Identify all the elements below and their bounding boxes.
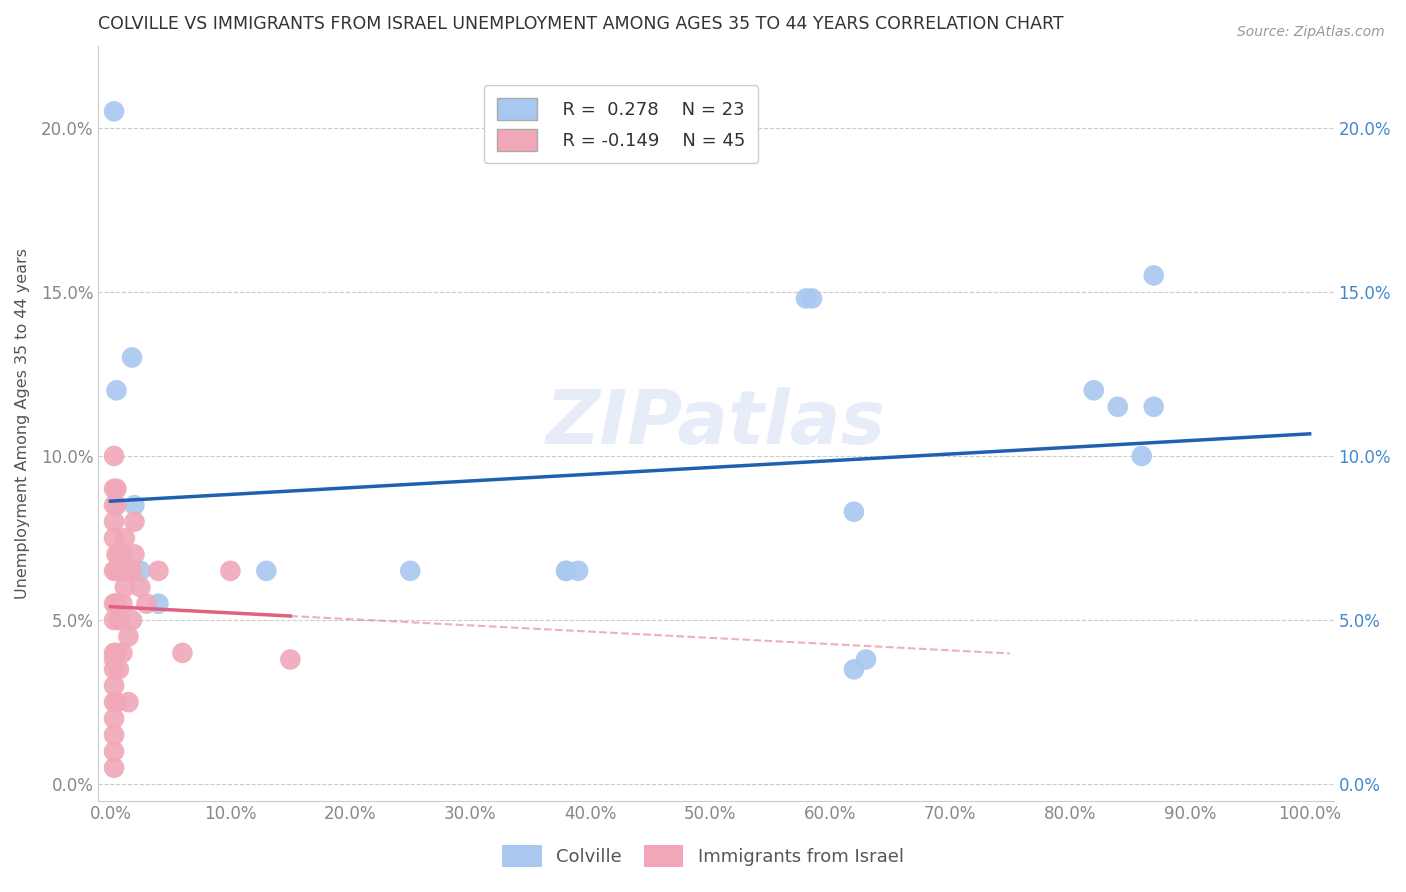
Point	[117, 564, 139, 578]
Point	[108, 613, 131, 627]
Point	[129, 580, 152, 594]
Point	[124, 515, 146, 529]
Point	[121, 351, 143, 365]
Point	[794, 292, 817, 306]
Point	[108, 548, 131, 562]
Point	[842, 662, 865, 676]
Point	[1130, 449, 1153, 463]
Point	[105, 646, 128, 660]
Point	[111, 564, 134, 578]
Point	[103, 498, 125, 512]
Point	[129, 564, 152, 578]
Point	[111, 646, 134, 660]
Point	[103, 613, 125, 627]
Point	[103, 515, 125, 529]
Point	[103, 662, 125, 676]
Point	[1083, 384, 1105, 398]
Point	[117, 695, 139, 709]
Point	[105, 564, 128, 578]
Point	[103, 646, 125, 660]
Point	[111, 597, 134, 611]
Point	[105, 597, 128, 611]
Point	[135, 597, 157, 611]
Point	[108, 662, 131, 676]
Point	[801, 292, 824, 306]
Legend: Colville, Immigrants from Israel: Colville, Immigrants from Israel	[495, 838, 911, 874]
Point	[399, 564, 422, 578]
Point	[842, 505, 865, 519]
Point	[103, 104, 125, 119]
Point	[103, 679, 125, 693]
Point	[567, 564, 589, 578]
Point	[103, 712, 125, 726]
Point	[103, 695, 125, 709]
Point	[280, 652, 302, 666]
Point	[1107, 400, 1129, 414]
Point	[254, 564, 277, 578]
Point	[105, 695, 128, 709]
Point	[114, 531, 136, 545]
Point	[103, 761, 125, 775]
Point	[105, 548, 128, 562]
Y-axis label: Unemployment Among Ages 35 to 44 years: Unemployment Among Ages 35 to 44 years	[15, 248, 30, 599]
Point	[114, 580, 136, 594]
Point	[121, 613, 143, 627]
Text: ZIPatlas: ZIPatlas	[546, 386, 886, 459]
Point	[105, 498, 128, 512]
Legend:   R =  0.278    N = 23,   R = -0.149    N = 45: R = 0.278 N = 23, R = -0.149 N = 45	[484, 85, 758, 163]
Point	[105, 597, 128, 611]
Point	[103, 652, 125, 666]
Point	[172, 646, 194, 660]
Point	[555, 564, 578, 578]
Point	[103, 449, 125, 463]
Point	[148, 597, 170, 611]
Point	[1143, 268, 1166, 283]
Point	[105, 384, 128, 398]
Point	[103, 531, 125, 545]
Point	[111, 548, 134, 562]
Point	[103, 744, 125, 758]
Point	[105, 482, 128, 496]
Point	[103, 597, 125, 611]
Point	[103, 482, 125, 496]
Point	[124, 548, 146, 562]
Point	[148, 564, 170, 578]
Point	[121, 564, 143, 578]
Point	[117, 630, 139, 644]
Point	[1143, 400, 1166, 414]
Point	[103, 728, 125, 742]
Point	[219, 564, 242, 578]
Text: COLVILLE VS IMMIGRANTS FROM ISRAEL UNEMPLOYMENT AMONG AGES 35 TO 44 YEARS CORREL: COLVILLE VS IMMIGRANTS FROM ISRAEL UNEMP…	[98, 15, 1064, 33]
Point	[103, 564, 125, 578]
Point	[855, 652, 877, 666]
Text: Source: ZipAtlas.com: Source: ZipAtlas.com	[1237, 25, 1385, 39]
Point	[124, 498, 146, 512]
Point	[555, 564, 578, 578]
